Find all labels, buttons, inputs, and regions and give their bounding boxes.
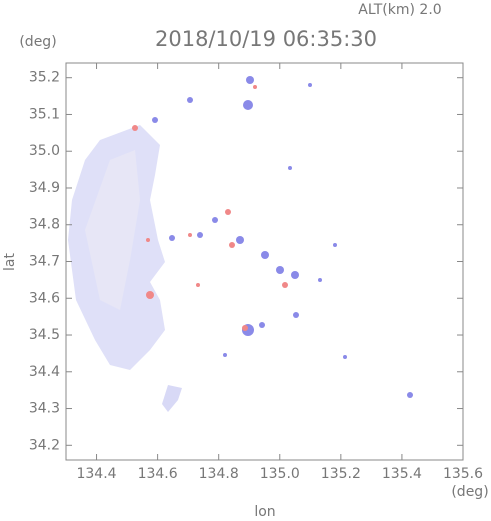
- y-tick-label: 34.7: [29, 254, 60, 270]
- chart-title: 2018/10/19 06:35:30: [155, 27, 377, 51]
- y-tick-label: 35.1: [29, 106, 60, 122]
- x-axis-label: lon: [254, 504, 275, 520]
- y-tick-label: 34.3: [29, 401, 60, 417]
- y-tick-label: 34.8: [29, 217, 60, 233]
- echo-area: [85, 150, 140, 310]
- echo-cells: [152, 76, 413, 398]
- x-tick-label: 135.2: [321, 466, 361, 482]
- y-tick-label: 34.5: [29, 327, 60, 343]
- y-tick-label: 35.0: [29, 143, 60, 159]
- echo-cells: [132, 85, 288, 331]
- x-unit: (deg): [451, 484, 488, 500]
- y-tick-label: 34.2: [29, 437, 60, 453]
- y-tick-label: 34.9: [29, 180, 60, 196]
- x-tick-label: 135.6: [443, 466, 483, 482]
- y-tick-label: 35.2: [29, 70, 60, 86]
- y-tick-label: 34.6: [29, 290, 60, 306]
- y-axis-label: lat: [2, 253, 18, 271]
- y-unit: (deg): [19, 34, 56, 50]
- radar-echoes: [68, 76, 413, 412]
- x-tick-label: 134.8: [199, 466, 239, 482]
- x-tick-label: 135.0: [260, 466, 300, 482]
- x-tick-label: 135.4: [382, 466, 422, 482]
- echo-area: [162, 385, 182, 412]
- chart-subtitle: ALT(km) 2.0: [358, 2, 441, 18]
- x-tick-label: 134.6: [138, 466, 178, 482]
- y-tick-label: 34.4: [29, 364, 60, 380]
- x-tick-label: 134.4: [76, 466, 116, 482]
